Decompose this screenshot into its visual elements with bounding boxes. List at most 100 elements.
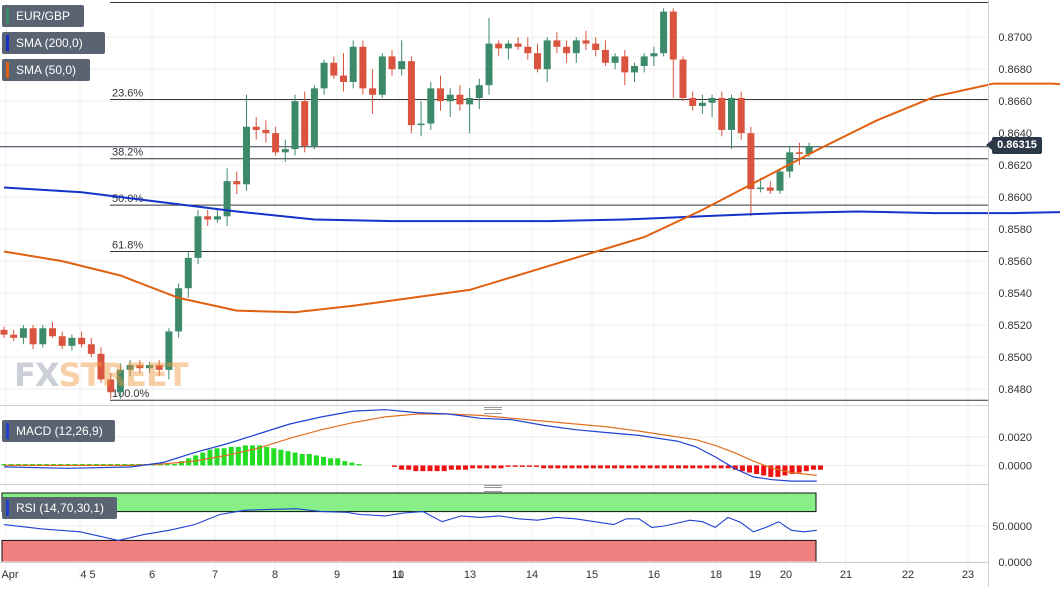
candle-up (805, 145, 813, 154)
macd-hist-bar-up (221, 448, 227, 466)
candle-up (611, 56, 619, 63)
y-tick-label: 0.8540 (998, 288, 1032, 300)
x-tick-label: 15 (586, 569, 598, 581)
macd-hist-bar-down (392, 465, 397, 467)
macd-hist-bar-up (65, 464, 71, 466)
instrument-tag[interactable]: EUR/GBP (2, 5, 84, 27)
macd-tick-label: 0.0020 (998, 432, 1032, 444)
macd-hist-bar-up (72, 464, 78, 466)
sma200-swatch (6, 35, 9, 51)
macd-hist-bar-down (399, 465, 405, 470)
candle-up (640, 56, 648, 66)
candle-up (126, 365, 134, 370)
sma200-tag[interactable]: SMA (200,0) (2, 32, 105, 54)
macd-hist-bar-down (747, 465, 752, 473)
candle-down (388, 56, 396, 70)
macd-hist-bar-down (810, 465, 816, 470)
candle-down (233, 181, 241, 185)
macd-hist-bar-down (612, 465, 618, 469)
candle-down (495, 43, 503, 49)
candle-down (155, 365, 163, 370)
candle-up (757, 187, 765, 190)
macd-hist-bar-down (739, 465, 745, 472)
candle-down (795, 152, 803, 154)
candle-down (766, 187, 774, 191)
instrument-swatch (6, 8, 9, 24)
rsi-pane-resize-handle[interactable] (484, 485, 502, 492)
macd-hist-bar-down (676, 465, 681, 469)
macd-hist-bar-down (534, 465, 539, 467)
x-tick-label: 4 5 (80, 569, 95, 581)
candle-up (175, 288, 183, 332)
macd-hist-bar-down (711, 465, 717, 469)
candle-up (243, 126, 250, 185)
macd-hist-bar-down (470, 465, 476, 469)
macd-hist-bar-down (477, 465, 483, 469)
macd-hist-bar-down (512, 465, 518, 467)
x-tick-label: 6 (149, 569, 155, 581)
macd-hist-bar-up (22, 464, 28, 466)
macd-tag[interactable]: MACD (12,26,9) (2, 420, 115, 442)
candle-up (427, 88, 435, 124)
sma50-tag[interactable]: SMA (50,0) (2, 59, 90, 81)
macd-hist-bar-down (761, 465, 767, 476)
macd-hist-bar-down (725, 465, 731, 469)
macd-hist-bar-up (115, 464, 121, 466)
macd-hist-bar-down (505, 465, 511, 467)
macd-hist-bar-down (434, 465, 440, 472)
macd-tick-label: 0.0000 (998, 460, 1032, 472)
macd-hist-bar-down (413, 465, 419, 472)
macd-hist-bar-up (278, 449, 284, 466)
candle-down (272, 133, 280, 153)
y-tick-label: 0.8600 (998, 192, 1032, 204)
candle-down (582, 40, 590, 44)
macd-hist-bar-up (15, 464, 21, 466)
macd-hist-bar-up (179, 461, 184, 466)
candle-down (689, 97, 697, 106)
candle-up (650, 53, 658, 57)
candle-down (437, 88, 444, 102)
candle-up (660, 11, 668, 54)
candle-up (504, 43, 512, 49)
x-tick-label: 20 (780, 569, 792, 581)
macd-hist-bar-down (441, 465, 447, 472)
candle-down (747, 133, 755, 190)
candle-up (320, 62, 328, 89)
macd-hist-bar-down (541, 465, 547, 469)
macd-hist-bar-down (718, 465, 724, 469)
macd-hist-bar-down (661, 465, 667, 469)
candle-up (310, 88, 318, 146)
candle-up (786, 152, 794, 172)
x-tick-label: 16 (648, 569, 660, 581)
candle-up (39, 328, 47, 345)
macd-hist-bar-up (207, 449, 213, 466)
candle-up (698, 102, 706, 106)
rsi-tag[interactable]: RSI (14,70,30,1) (2, 497, 117, 519)
y-tick-label: 0.8680 (998, 64, 1032, 76)
macd-hist-bar-down (526, 465, 532, 467)
x-tick-label: 21 (840, 569, 852, 581)
y-tick-label: 0.8480 (998, 384, 1032, 396)
candle-down (669, 11, 677, 60)
candle-up (291, 101, 299, 150)
candle-up (281, 149, 289, 153)
macd-pane-resize-handle[interactable] (484, 407, 502, 414)
candle-up (349, 46, 357, 82)
macd-hist-bar-down (406, 465, 412, 470)
macd-hist-bar-down (754, 465, 760, 474)
candle-down (407, 61, 415, 126)
macd-hist-bar-down (818, 465, 823, 470)
rsi-line (3, 508, 817, 541)
candle-down (737, 97, 745, 134)
candle-down (0, 329, 8, 335)
macd-hist-bar-up (8, 464, 14, 466)
macd-hist-bar-down (654, 465, 660, 469)
candle-down (359, 46, 367, 89)
macd-hist-bar-down (633, 465, 639, 469)
macd-hist-bar-up (171, 464, 177, 466)
macd-hist-bar-down (640, 465, 646, 469)
macd-hist-bar-down (583, 465, 589, 469)
macd-hist-bar-up (37, 464, 42, 466)
candle-up (194, 216, 202, 258)
